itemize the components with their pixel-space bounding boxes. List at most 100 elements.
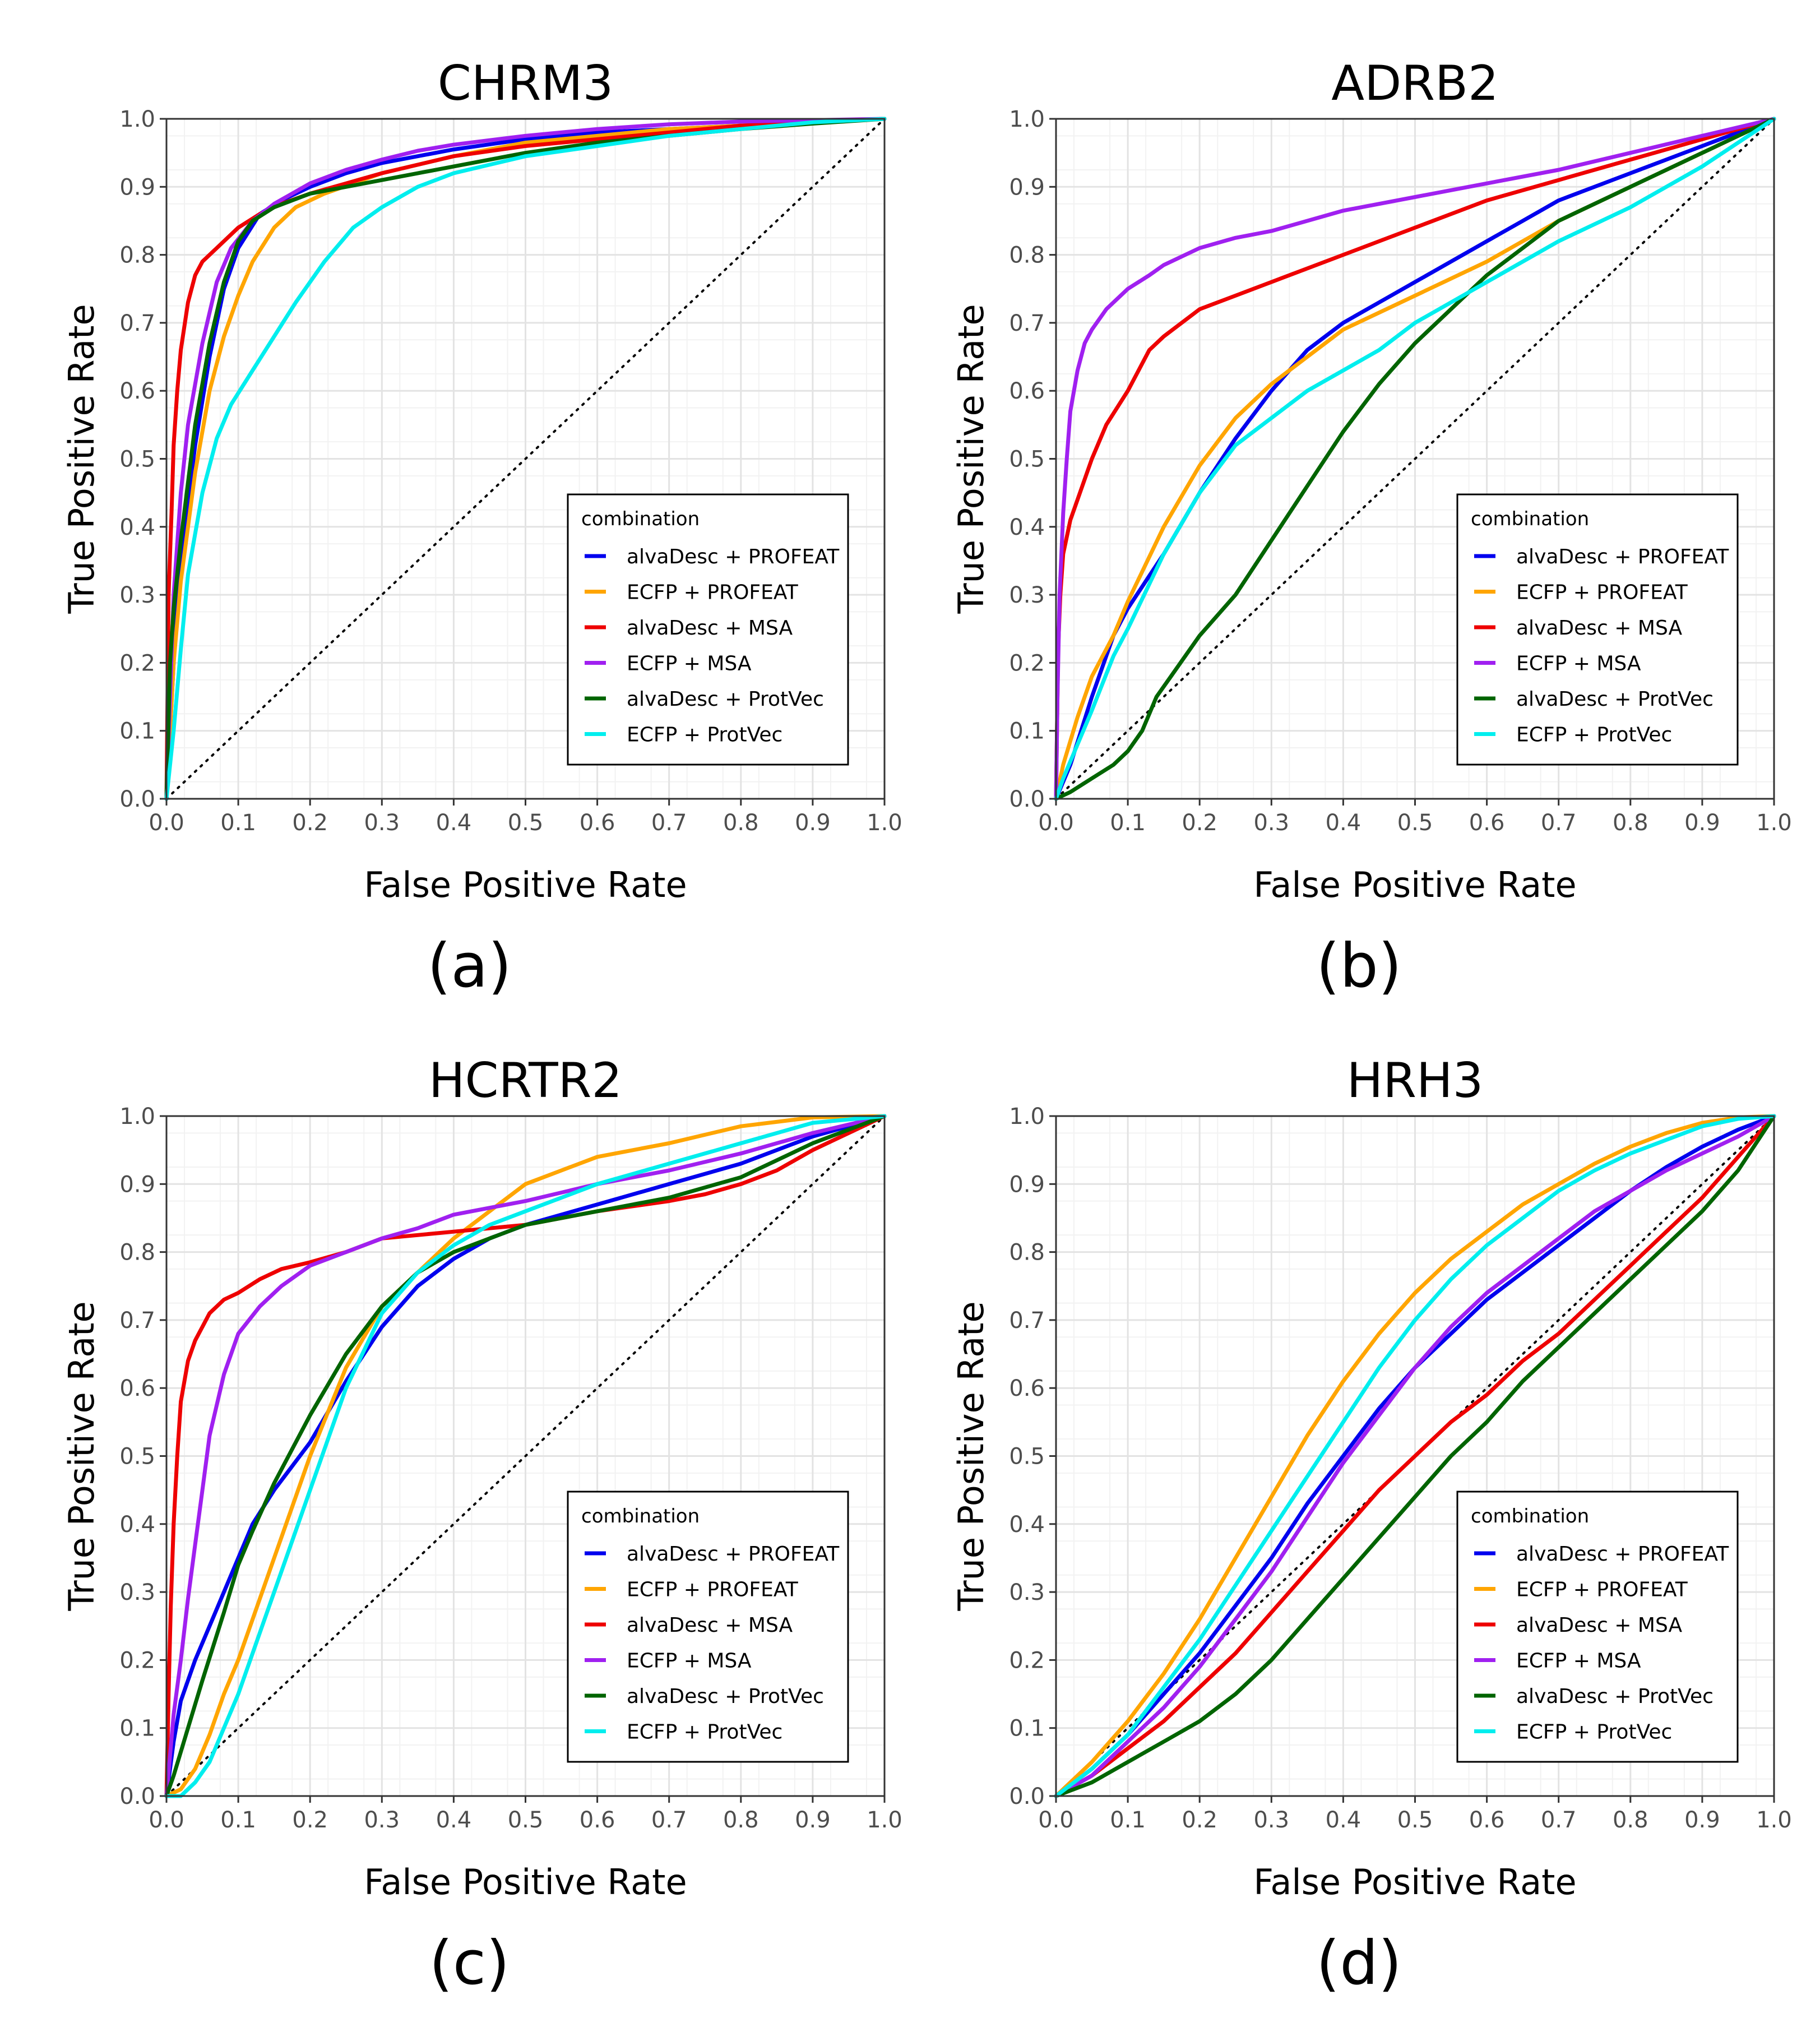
x-tick-label: 0.0 — [1038, 810, 1074, 836]
chart-panel-1: 0.0 0.1 0.2 0.3 0.4 0.5 0.6 0.7 0.8 0.9 1.0 0.0 0.1 0… — [61, 55, 902, 1001]
x-tick-label: 0.4 — [436, 1807, 472, 1833]
y-tick-label: 0.2 — [119, 1647, 155, 1673]
x-tick-label: 0.4 — [1326, 1807, 1361, 1833]
legend-title: combination — [581, 1505, 700, 1528]
y-tick-label: 0.2 — [119, 650, 155, 676]
x-tick-label: 0.1 — [1110, 1807, 1146, 1833]
y-tick-label: 0.3 — [119, 582, 155, 608]
legend-label-5: alvaDesc + ProtVec — [1516, 688, 1714, 711]
x-tick-label: 0.5 — [1397, 1807, 1433, 1833]
y-tick-label: 1.0 — [119, 1104, 155, 1130]
x-tick-label: 0.2 — [1182, 1807, 1217, 1833]
y-tick-label: 1.0 — [1009, 107, 1045, 132]
y-tick-label: 0.1 — [119, 1716, 155, 1742]
x-tick-label: 0.2 — [292, 810, 328, 836]
panel-label: (d) — [1316, 1928, 1402, 1998]
x-axis-label: False Positive Rate — [364, 864, 687, 905]
legend-title: combination — [1471, 508, 1589, 530]
y-tick-label: 0.8 — [1009, 1240, 1045, 1266]
x-tick-label: 0.7 — [1541, 810, 1577, 836]
legend-label-3: alvaDesc + MSA — [627, 1614, 793, 1637]
x-tick-label: 0.5 — [508, 1807, 544, 1833]
legend: combination alvaDesc + PROFEAT ECFP + PROF… — [567, 493, 849, 766]
legend-label-2: ECFP + PROFEAT — [1516, 581, 1688, 604]
series-line-4 — [164, 1114, 887, 1798]
legend-label-3: alvaDesc + MSA — [1516, 1614, 1682, 1637]
legend-label-6: ECFP + ProtVec — [1516, 1721, 1672, 1744]
x-tick-label: 0.8 — [1613, 1807, 1648, 1833]
x-tick-label: 1.0 — [867, 1807, 902, 1833]
legend-label-3: alvaDesc + MSA — [627, 617, 793, 640]
y-tick-label: 0.0 — [119, 1784, 155, 1809]
y-tick-label: 0.4 — [119, 1512, 155, 1538]
x-tick-label: 0.5 — [1397, 810, 1433, 836]
y-tick-label: 0.9 — [119, 174, 155, 200]
legend-label-5: alvaDesc + ProtVec — [627, 688, 824, 711]
x-tick-label: 0.6 — [580, 810, 615, 836]
x-tick-label: 0.0 — [149, 1807, 184, 1833]
legend-label-6: ECFP + ProtVec — [627, 724, 782, 747]
legend-label-5: alvaDesc + ProtVec — [1516, 1685, 1714, 1708]
series-line-3 — [1054, 117, 1776, 801]
chart-title: HRH3 — [1347, 1053, 1484, 1109]
x-tick-label: 0.1 — [220, 810, 256, 836]
y-tick-label: 0.9 — [1009, 1172, 1045, 1197]
y-tick-label: 0.3 — [119, 1580, 155, 1605]
legend-label-2: ECFP + PROFEAT — [627, 1579, 799, 1602]
legend-box — [1456, 1491, 1739, 1763]
y-tick-label: 0.2 — [1009, 650, 1045, 676]
y-tick-label: 0.4 — [119, 515, 155, 540]
x-tick-label: 0.8 — [723, 1807, 759, 1833]
legend-title: combination — [1471, 1505, 1589, 1528]
x-tick-label: 0.9 — [795, 1807, 831, 1833]
chart-title: ADRB2 — [1331, 55, 1499, 112]
x-tick-label: 0.7 — [1541, 1807, 1577, 1833]
y-tick-label: 0.5 — [1009, 447, 1045, 473]
x-tick-label: 0.9 — [795, 810, 831, 836]
y-axis-label: True Positive Rate — [61, 1301, 102, 1611]
series-line-6 — [1054, 1114, 1776, 1798]
x-tick-label: 0.8 — [1613, 810, 1648, 836]
legend-box — [567, 1491, 849, 1763]
x-tick-label: 0.7 — [651, 1807, 687, 1833]
legend-label-2: ECFP + PROFEAT — [1516, 1579, 1688, 1602]
x-tick-label: 0.3 — [364, 1807, 400, 1833]
chart-title: HCRTR2 — [429, 1053, 622, 1109]
x-tick-label: 0.0 — [1038, 1807, 1074, 1833]
legend-label-4: ECFP + MSA — [1516, 652, 1641, 675]
y-axis-label: True Positive Rate — [951, 1301, 992, 1611]
y-tick-label: 0.1 — [1009, 1716, 1045, 1742]
x-tick-label: 0.2 — [292, 1807, 328, 1833]
y-tick-label: 0.8 — [119, 1240, 155, 1266]
y-axis-label: True Positive Rate — [951, 304, 992, 614]
y-tick-label: 0.6 — [119, 1376, 155, 1401]
legend-label-6: ECFP + ProtVec — [1516, 724, 1672, 747]
y-tick-label: 0.1 — [119, 719, 155, 744]
series-line-4 — [1054, 117, 1776, 801]
y-tick-label: 0.8 — [1009, 243, 1045, 269]
legend-box — [1456, 493, 1739, 766]
x-tick-label: 1.0 — [1756, 810, 1792, 836]
chart-panel-4: 0.0 0.1 0.2 0.3 0.4 0.5 0.6 0.7 0.8 0.9 1.0 0.0 0.1 0… — [951, 1053, 1792, 1998]
diagonal-reference-line — [165, 1115, 886, 1797]
legend-box — [567, 493, 849, 766]
legend-label-3: alvaDesc + MSA — [1516, 617, 1682, 640]
chart-panel-3: 0.0 0.1 0.2 0.3 0.4 0.5 0.6 0.7 0.8 0.9 1.0 0.0 0.1 0… — [61, 1053, 902, 1998]
series-line-6 — [164, 117, 887, 801]
y-tick-label: 0.5 — [1009, 1444, 1045, 1470]
x-tick-label: 0.5 — [508, 810, 544, 836]
x-tick-label: 0.4 — [436, 810, 472, 836]
y-tick-label: 0.0 — [119, 786, 155, 812]
y-tick-label: 0.4 — [1009, 1512, 1045, 1538]
x-tick-label: 0.1 — [1110, 810, 1146, 836]
x-tick-label: 0.6 — [580, 1807, 615, 1833]
y-axis-label: True Positive Rate — [61, 304, 102, 614]
legend-title: combination — [581, 508, 700, 530]
legend-label-6: ECFP + ProtVec — [627, 1721, 782, 1744]
x-axis-label: False Positive Rate — [364, 1862, 687, 1903]
y-tick-label: 0.4 — [1009, 515, 1045, 540]
x-tick-label: 0.7 — [651, 810, 687, 836]
series-line-3 — [1054, 1114, 1776, 1798]
panel-label: (b) — [1316, 931, 1402, 1001]
y-tick-label: 0.0 — [1009, 786, 1045, 812]
